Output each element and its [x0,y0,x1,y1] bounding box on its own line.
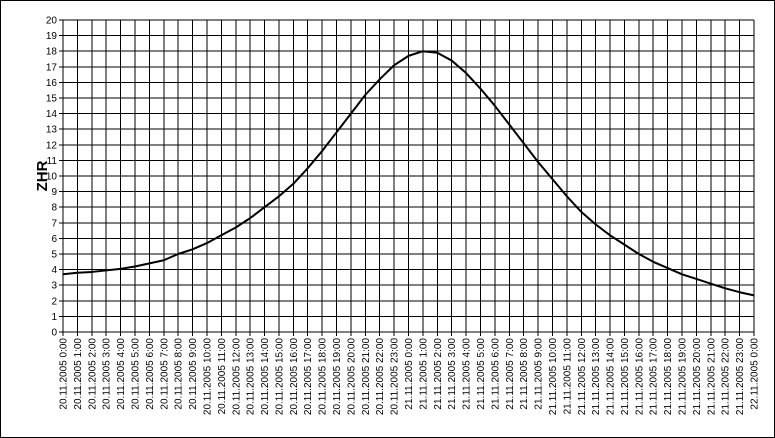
x-tick-label: 21.11.2005 18:00 [663,338,674,416]
y-tick-label: 7 [51,218,57,229]
x-tick-label: 20.11.2005 15:00 [274,338,285,416]
y-tick-label: 20 [46,16,58,27]
data-line [62,50,755,297]
x-tick-label: 21.11.2005 10:00 [548,338,559,416]
x-tick-label: 21.11.2005 2:00 [433,338,444,410]
x-tick-label: 20.11.2005 16:00 [289,338,300,416]
x-tick-label: 21.11.2005 1:00 [418,338,429,410]
x-tick-label: 21.11.2005 12:00 [577,338,588,416]
y-tick-label: 14 [46,109,58,120]
x-tick-label: 21.11.2005 9:00 [534,338,545,410]
x-tick-label: 20.11.2005 7:00 [159,338,170,410]
x-tick-label: 20.11.2005 21:00 [361,338,372,416]
x-tick-label: 21.11.2005 17:00 [649,338,660,416]
y-tick-label: 19 [46,31,58,42]
y-tick-label: 16 [46,78,58,89]
y-tick-label: 8 [51,203,57,214]
x-tick-label: 20.11.2005 2:00 [87,338,98,410]
x-tick-label: 20.11.2005 9:00 [188,338,199,410]
x-tick-label: 21.11.2005 0:00 [404,338,415,410]
x-tick-label: 21.11.2005 8:00 [519,338,530,410]
y-tick-label: 3 [51,281,57,292]
y-tick-label: 6 [51,234,57,245]
x-tick-label: 21.11.2005 11:00 [562,338,573,415]
y-tick-label: 13 [46,125,58,136]
x-tick-label: 22.11.2005 0:00 [750,338,761,410]
y-tick-label: 0 [51,328,57,339]
x-tick-label: 21.11.2005 4:00 [462,338,473,410]
x-tick-label: 21.11.2005 21:00 [706,338,717,416]
x-tick-label: 21.11.2005 15:00 [620,338,631,416]
x-tick-label: 20.11.2005 10:00 [202,338,213,416]
x-tick-label: 21.11.2005 14:00 [606,338,617,416]
y-tick-label: 15 [46,94,58,105]
x-tick-label: 21.11.2005 19:00 [678,338,689,416]
y-tick-label: 17 [46,62,58,73]
x-tick-label: 20.11.2005 17:00 [303,338,314,416]
x-tick-label: 20.11.2005 13:00 [246,338,257,416]
x-tick-label: 20.11.2005 4:00 [116,338,127,410]
x-tick-label: 20.11.2005 0:00 [59,338,70,410]
y-tick-label: 9 [51,187,57,198]
y-tick-label: 12 [46,140,58,151]
x-tick-label: 20.11.2005 23:00 [390,338,401,416]
x-tick-label: 21.11.2005 13:00 [591,338,602,416]
x-tick-label: 20.11.2005 18:00 [318,338,329,416]
x-tick-label: 20.11.2005 6:00 [145,338,156,410]
x-tick-label: 20.11.2005 5:00 [130,338,141,410]
x-tick-label: 20.11.2005 8:00 [174,338,185,410]
x-tick-label: 20.11.2005 22:00 [375,338,386,416]
x-tick-label: 21.11.2005 22:00 [721,338,732,416]
x-tick-label: 21.11.2005 3:00 [447,338,458,410]
x-tick-label: 20.11.2005 11:00 [217,338,228,415]
x-tick-label: 20.11.2005 20:00 [346,338,357,416]
x-tick-label: 20.11.2005 19:00 [332,338,343,416]
y-tick-label: 1 [51,312,57,323]
y-tick-label: 10 [46,172,58,183]
x-tick-label: 20.11.2005 3:00 [102,338,113,410]
y-tick-label: 18 [46,47,58,58]
y-tick-label: 11 [47,156,58,167]
x-tick-label: 21.11.2005 20:00 [692,338,703,416]
x-tick-label: 21.11.2005 23:00 [735,338,746,416]
y-tick-label: 5 [51,250,57,261]
x-tick-label: 20.11.2005 1:00 [73,338,84,410]
x-tick-label: 20.11.2005 12:00 [231,338,242,416]
y-tick-label: 2 [51,296,57,307]
x-tick-label: 21.11.2005 6:00 [490,338,501,410]
x-tick-label: 20.11.2005 14:00 [260,338,271,416]
x-tick-label: 21.11.2005 7:00 [505,338,516,410]
x-tick-label: 21.11.2005 5:00 [476,338,487,410]
y-tick-label: 4 [51,265,57,276]
y-axis-label: ZHR [34,160,51,191]
x-tick-label: 21.11.2005 16:00 [634,338,645,416]
